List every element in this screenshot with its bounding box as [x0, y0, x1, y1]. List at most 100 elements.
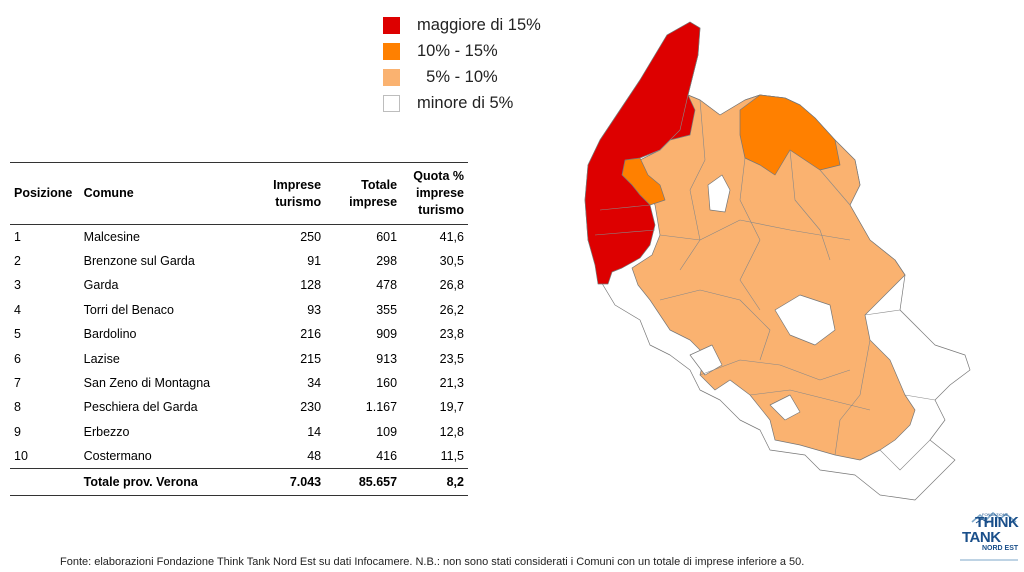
cell-quota: 21,3 — [439, 376, 464, 391]
cell-position: 10 — [14, 448, 28, 463]
cell-comune: Malcesine — [83, 229, 140, 244]
legend-item-low: 5% - 10% — [383, 64, 541, 90]
cell-totale: 913 — [376, 351, 398, 366]
cell-total-label: Totale prov. Verona — [79, 467, 250, 496]
cell-comune: Torri del Benaco — [83, 302, 174, 317]
cell-position: 3 — [14, 278, 21, 293]
cell-totale: 909 — [376, 327, 398, 342]
region-none-hole-4 — [689, 344, 723, 376]
cell-position: 8 — [14, 400, 21, 415]
cell-quota: 11,5 — [440, 448, 464, 463]
header-totale-line2: imprese — [349, 194, 398, 209]
cell-imprese: 48 — [307, 448, 322, 463]
source-note: Fonte: elaborazioni Fondazione Think Tan… — [60, 556, 805, 568]
cell-imprese: 93 — [307, 302, 322, 317]
cell-quota: 30,5 — [439, 254, 464, 269]
cell-quota: 26,2 — [439, 302, 464, 317]
cell-totale: 298 — [376, 254, 398, 269]
legend-label-mid: 10% - 15% — [417, 41, 498, 60]
region-none-hole-3 — [769, 394, 801, 421]
legend-label-none: minore di 5% — [417, 93, 514, 112]
table-row: 6 Lazise 215 913 23,5 — [10, 346, 468, 370]
cell-position: 7 — [14, 376, 21, 391]
legend-swatch-none — [383, 94, 400, 112]
think-tank-logo: FONDAZIONE THINK TANK NORD EST — [958, 510, 1020, 568]
region-high-over-15 — [584, 21, 701, 285]
table-row: 4 Torri del Benaco 93 355 26,2 — [10, 298, 468, 322]
logo-tank-text: TANK — [962, 529, 1001, 546]
table-row: 3 Garda 128 478 26,8 — [10, 273, 468, 297]
cell-total-totale: 85.657 — [325, 467, 402, 496]
table-row: 7 San Zeno di Montagna 34 160 21,3 — [10, 371, 468, 395]
cell-imprese: 230 — [300, 400, 322, 415]
cell-position: 1 — [14, 229, 21, 244]
legend-swatch-high — [383, 16, 400, 34]
cell-quota: 12,8 — [439, 424, 464, 439]
header-quota: Quota % imprese turismo — [401, 162, 468, 225]
cell-comune: Brenzone sul Garda — [83, 254, 195, 269]
cell-comune: Bardolino — [83, 327, 137, 342]
cell-imprese: 14 — [307, 424, 322, 439]
table-row: 9 Erbezzo 14 109 12,8 — [10, 420, 468, 444]
logo-nordest-text: NORD EST — [982, 545, 1019, 552]
table-header-row: Posizione Comune Imprese turismo Totale … — [10, 162, 468, 225]
cell-imprese: 250 — [300, 229, 322, 244]
legend-item-mid: 10% - 15% — [383, 38, 541, 64]
cell-comune: San Zeno di Montagna — [83, 376, 211, 391]
cell-comune: Garda — [83, 278, 119, 293]
header-quota-line1: Quota % — [413, 169, 464, 183]
cell-position: 9 — [14, 424, 21, 439]
cell-quota: 26,8 — [439, 278, 464, 293]
cell-totale: 109 — [376, 424, 398, 439]
table-row: 8 Peschiera del Garda 230 1.167 19,7 — [10, 395, 468, 419]
cell-position: 5 — [14, 327, 21, 342]
region-none-hole-1 — [707, 174, 731, 213]
cell-comune: Peschiera del Garda — [83, 400, 198, 415]
cell-position: 4 — [14, 302, 21, 317]
header-imprese-turismo: Imprese turismo — [249, 162, 326, 225]
header-totale-line1: Totale — [361, 177, 398, 192]
cell-totale: 478 — [376, 278, 398, 293]
header-imprese-line2: turismo — [275, 194, 322, 209]
logo-top-text: FONDAZIONE — [982, 512, 1009, 517]
header-position: Posizione — [10, 162, 80, 225]
cell-totale: 160 — [376, 376, 398, 391]
cell-comune: Erbezzo — [83, 424, 130, 439]
legend-label-low: 5% - 10% — [417, 67, 498, 86]
cell-comune: Costermano — [83, 448, 152, 463]
cell-totale: 416 — [376, 448, 398, 463]
legend-swatch-low — [383, 68, 400, 86]
legend-label-high: maggiore di 15% — [417, 15, 541, 34]
cell-imprese: 216 — [300, 327, 322, 342]
table-row: 5 Bardolino 216 909 23,8 — [10, 322, 468, 346]
table-row: 2 Brenzone sul Garda 91 298 30,5 — [10, 249, 468, 273]
cell-imprese: 91 — [307, 254, 322, 269]
header-totale-imprese: Totale imprese — [325, 162, 402, 225]
cell-totale: 355 — [376, 302, 398, 317]
cell-total-quota: 8,2 — [401, 467, 468, 496]
region-none-hole-2 — [774, 294, 836, 346]
header-comune: Comune — [79, 162, 250, 225]
table-total-row: Totale prov. Verona 7.043 85.657 8,2 — [10, 467, 468, 496]
legend-item-none: minore di 5% — [383, 90, 541, 116]
cell-total-position — [10, 467, 80, 496]
ranking-table: Posizione Comune Imprese turismo Totale … — [10, 162, 468, 496]
header-imprese-line1: Imprese — [273, 177, 322, 192]
header-quota-line2: imprese — [416, 186, 464, 200]
cell-total-imprese: 7.043 — [249, 467, 326, 496]
table-row: 10 Costermano 48 416 11,5 — [10, 444, 468, 468]
cell-quota: 23,8 — [439, 327, 464, 342]
province-map — [584, 21, 971, 501]
table-row: 1 Malcesine 250 601 41,6 — [10, 225, 468, 249]
header-quota-line3: turismo — [418, 203, 464, 217]
cell-quota: 19,7 — [439, 400, 464, 415]
legend-swatch-mid — [383, 42, 400, 60]
cell-quota: 41,6 — [439, 229, 464, 244]
logo-think-text: THINK — [975, 514, 1019, 531]
cell-imprese: 215 — [300, 351, 322, 366]
cell-position: 6 — [14, 351, 21, 366]
cell-imprese: 34 — [307, 376, 322, 391]
map-legend: maggiore di 15% 10% - 15% 5% - 10% minor… — [383, 12, 541, 116]
cell-totale: 601 — [376, 229, 398, 244]
cell-totale: 1.167 — [365, 400, 398, 415]
